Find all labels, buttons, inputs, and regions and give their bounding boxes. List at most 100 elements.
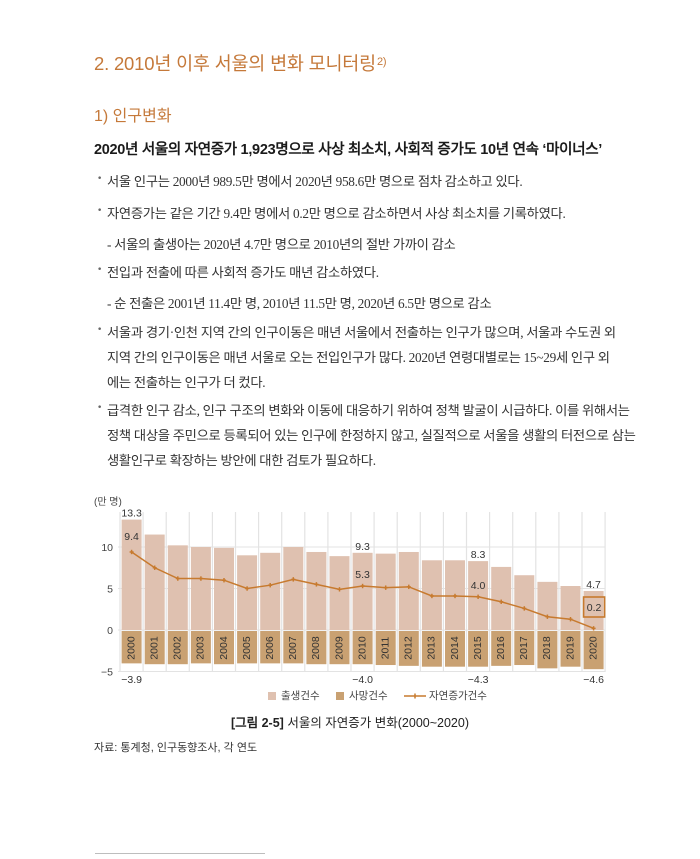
year-label: 2013 <box>426 636 438 660</box>
y-tick-label: 10 <box>101 542 113 554</box>
death-value-label: −3.9 <box>121 674 142 686</box>
death-bar <box>398 631 419 666</box>
bullet-item-line: 급격한 인구 감소, 인구 구조의 변화와 이동에 대응하기 위하여 정책 발굴… <box>107 403 630 418</box>
death-bar <box>421 631 442 667</box>
death-bar <box>306 631 327 665</box>
birth-bar <box>398 551 419 630</box>
death-bar <box>190 631 211 664</box>
death-bar <box>121 631 142 664</box>
y-tick-label: 0 <box>107 625 113 637</box>
death-bar <box>237 631 258 664</box>
death-bar <box>560 631 581 667</box>
natural-increase-value-label: 5.3 <box>355 569 370 581</box>
birth-bar <box>190 547 211 630</box>
year-label: 2011 <box>379 637 391 660</box>
death-bar <box>214 631 234 665</box>
birth-bar <box>329 556 350 630</box>
legend-natural-increase-label: 자연증가건수 <box>429 690 487 702</box>
natural-increase-value-label: 4.0 <box>471 580 486 592</box>
legend-births: 출생건수 <box>268 688 320 703</box>
death-bar <box>537 631 558 669</box>
death-bar <box>583 631 604 670</box>
death-bar <box>144 631 165 665</box>
year-label: 2002 <box>172 636 184 660</box>
death-bar <box>352 631 373 665</box>
birth-bar <box>121 519 142 630</box>
year-label: 2012 <box>403 636 415 660</box>
y-axis-unit-label: (만 명) <box>94 496 122 508</box>
birth-bar <box>283 547 304 630</box>
footnote-marker[interactable]: 2) <box>376 56 387 68</box>
death-bar <box>491 631 512 666</box>
year-label: 2001 <box>148 636 160 660</box>
bullet-icon: • <box>97 206 103 216</box>
death-bar <box>260 631 281 664</box>
year-label: 2004 <box>218 636 230 660</box>
bullet-icon: • <box>97 265 103 275</box>
year-label: 2010 <box>356 636 368 660</box>
figure-caption-text: 서울의 자연증가 변화(2000~2020) <box>283 716 470 730</box>
y-tick-label: −5 <box>101 667 113 679</box>
birth-bar <box>537 581 558 630</box>
birth-bar <box>375 553 396 630</box>
bullet-item-line: 서울과 경기·인천 지역 간의 인구이동은 매년 서울에서 전출하는 인구가 많… <box>107 325 616 340</box>
bullet-icon: • <box>97 403 103 413</box>
figure-source: 자료: 통계청, 인구동향조사, 각 연도 <box>94 742 258 754</box>
subsection-heading: 1) 인구변화 <box>94 108 172 125</box>
year-label: 2020 <box>587 636 599 660</box>
birth-bar <box>583 590 604 630</box>
sub-item-line: - 서울의 출생아는 2020년 4.7만 명으로 2010년의 절반 가까이 … <box>107 237 456 252</box>
birth-value-label: 4.7 <box>586 579 601 591</box>
sub-item-line: - 순 전출은 2001년 11.4만 명, 2010년 11.5만 명, 20… <box>107 296 492 311</box>
year-label: 2006 <box>264 636 276 660</box>
bullet-icon: • <box>97 325 103 335</box>
legend-natural-increase: 자연증가건수 <box>404 688 487 703</box>
bullet-item-line: 생활인구로 확장하는 방안에 대한 검토가 필요하다. <box>107 453 376 468</box>
year-label: 2019 <box>564 636 576 660</box>
bullet-item-line: 자연증가는 같은 기간 9.4만 명에서 0.2만 명으로 감소하면서 사상 최… <box>107 206 566 221</box>
birth-bar <box>144 534 165 630</box>
section-heading-text: 2. 2010년 이후 서울의 변화 모니터링 <box>94 53 376 74</box>
birth-bar <box>352 552 373 630</box>
death-bar <box>468 631 489 667</box>
year-label: 2003 <box>195 636 207 660</box>
footnote-divider <box>95 853 265 854</box>
birth-bar <box>237 555 258 630</box>
figure-caption-label: [그림 2-5] <box>230 716 284 730</box>
birth-bar <box>167 545 188 630</box>
year-label: 2016 <box>495 636 507 660</box>
figure-caption: [그림 2-5] 서울의 자연증가 변화(2000~2020) <box>0 712 700 731</box>
birth-bar <box>560 586 581 630</box>
bullet-item-line: 전입과 전출에 따른 사회적 증가도 매년 감소하였다. <box>107 265 379 280</box>
death-bar <box>283 631 304 664</box>
death-bar <box>167 631 188 665</box>
death-value-label: −4.3 <box>468 674 489 686</box>
legend-deaths-label: 사망건수 <box>349 690 388 702</box>
death-value-label: −4.0 <box>352 674 373 686</box>
year-label: 2007 <box>287 636 299 660</box>
births-swatch-icon <box>268 691 276 700</box>
birth-bar <box>260 552 281 630</box>
bullet-item-line: 서울 인구는 2000년 989.5만 명에서 2020년 958.6만 명으로… <box>107 174 523 189</box>
bullet-item-line: 에는 전출하는 인구가 더 컸다. <box>107 375 266 390</box>
death-bar <box>375 631 396 666</box>
death-bar <box>514 631 535 666</box>
deaths-swatch-icon <box>336 691 344 700</box>
line-marker-icon <box>404 693 426 698</box>
birth-bar <box>306 551 327 630</box>
bullet-item-line: 지역 간의 인구이동은 매년 서울로 오는 전입인구가 많다. 2020년 연령… <box>107 350 610 365</box>
birth-bar <box>514 575 535 630</box>
death-value-label: −4.6 <box>583 674 604 686</box>
section-heading: 2. 2010년 이후 서울의 변화 모니터링2) <box>94 50 387 76</box>
year-label: 2009 <box>333 636 345 660</box>
year-label: 2008 <box>310 636 322 660</box>
birth-value-label: 9.3 <box>355 541 370 553</box>
lead-sentence: 2020년 서울의 자연증가 1,923명으로 사상 최소치, 사회적 증가도 … <box>94 142 602 158</box>
birth-value-label: 13.3 <box>121 508 142 520</box>
bullet-item-line: 정책 대상을 주민으로 등록되어 있는 인구에 한정하지 않고, 실질적으로 서… <box>107 428 636 443</box>
year-label: 2017 <box>518 636 530 660</box>
death-bar <box>329 631 350 665</box>
bullet-icon: • <box>97 174 103 184</box>
death-bar <box>445 631 465 667</box>
